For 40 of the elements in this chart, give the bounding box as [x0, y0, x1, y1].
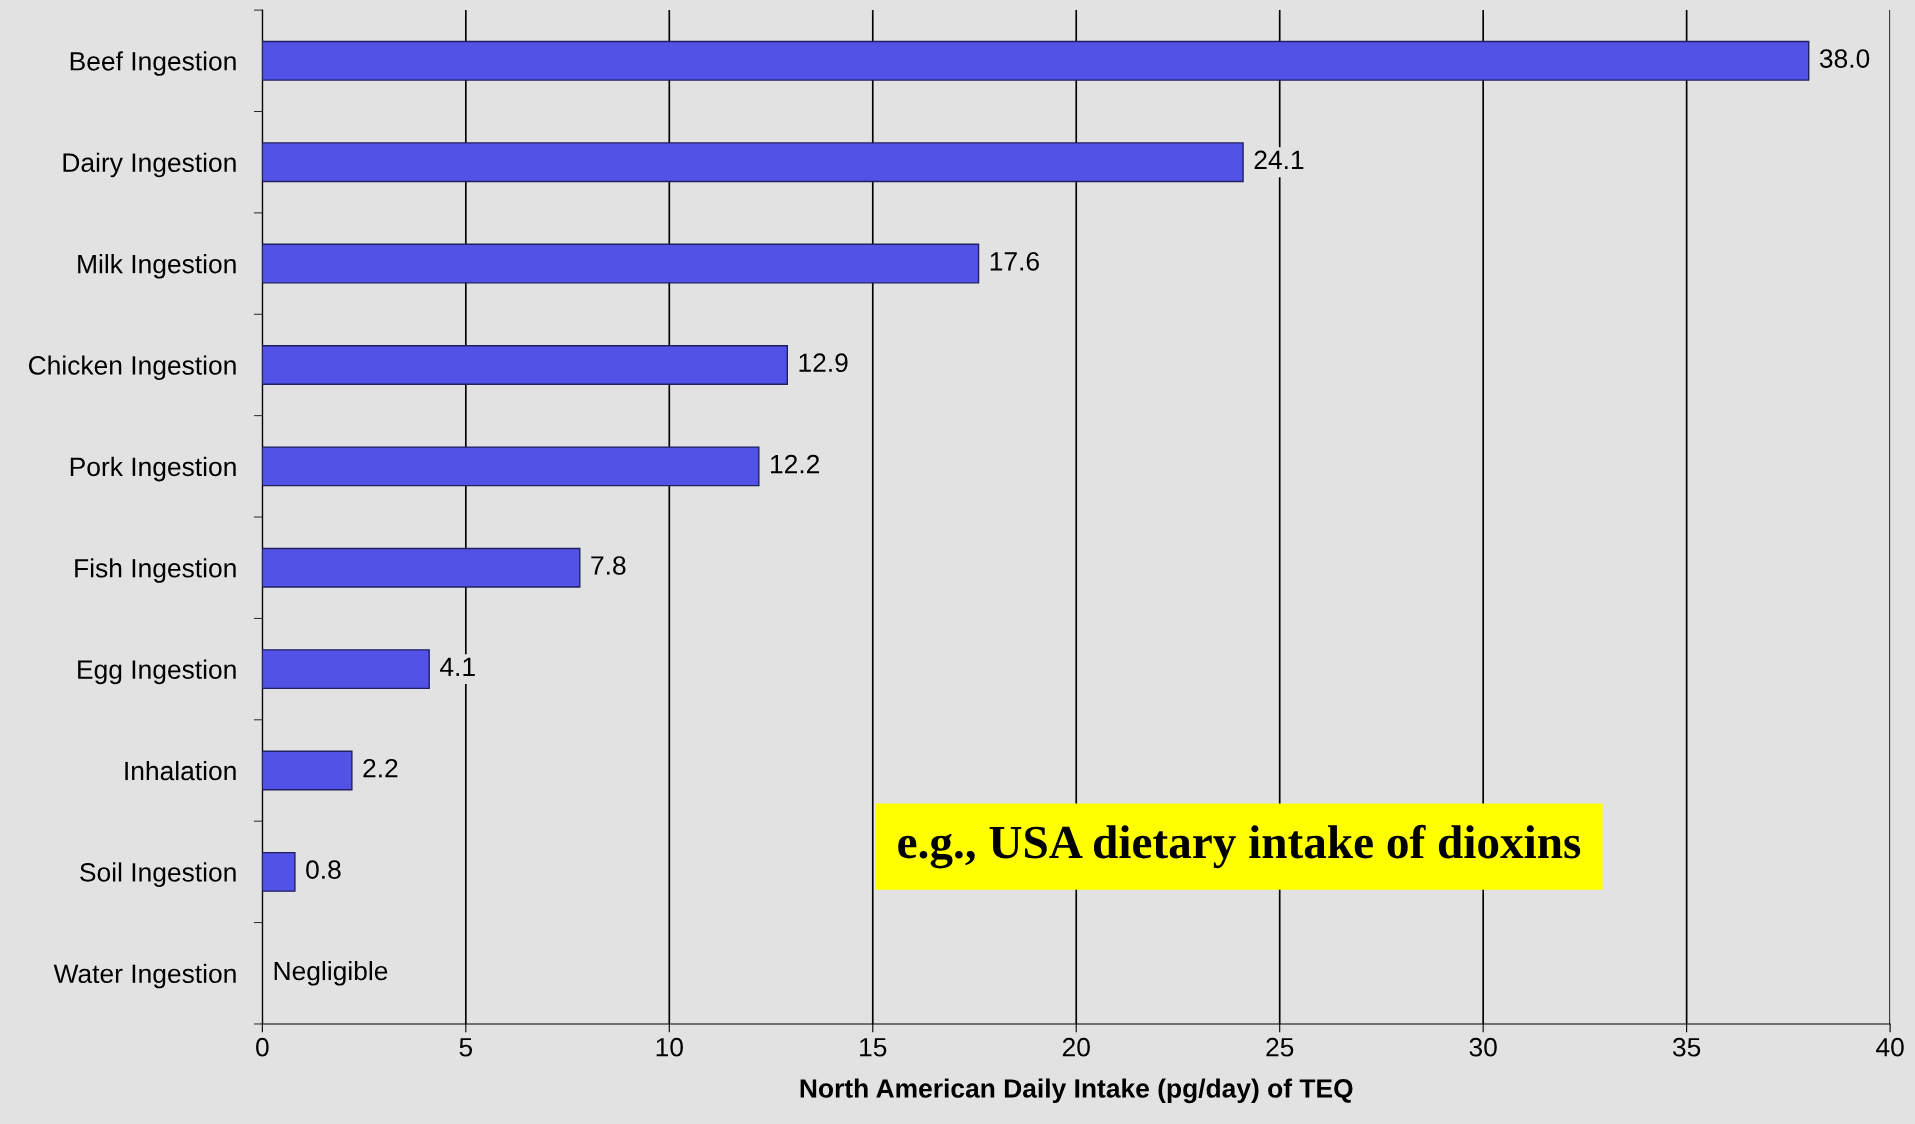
x-tick-label: 20: [1062, 1037, 1090, 1057]
y-tick-label: Water Ingestion: [53, 963, 236, 989]
x-tick-label: 40: [1876, 1037, 1904, 1057]
y-tick-label: Soil Ingestion: [80, 862, 236, 887]
x-tick-label: 10: [656, 1037, 683, 1057]
data-label: 17.6: [990, 251, 1039, 271]
data-label: 38.0: [1819, 49, 1870, 68]
bar: [262, 649, 430, 690]
x-tick-label: 15: [860, 1038, 887, 1057]
x-tick-label: 5: [459, 1038, 473, 1057]
bar: [262, 750, 353, 791]
y-tick-label: Dairy Ingestion: [63, 152, 236, 178]
y-tick-label: Chicken Ingestion: [28, 355, 236, 380]
data-label: 0.8: [306, 860, 341, 879]
x-tick-label: 0: [256, 1037, 269, 1057]
bar: [262, 243, 980, 284]
data-label: 4.1: [439, 657, 475, 676]
y-tick-label: Inhalation: [125, 760, 236, 781]
bar: [262, 40, 1810, 81]
data-label: 24.1: [1254, 150, 1304, 170]
y-tick-label: Milk Ingestion: [78, 254, 236, 279]
y-tick-label: Beef Ingestion: [70, 51, 236, 76]
x-axis-title: North American Daily Intake (pg/day) of TEQ: [800, 1078, 1353, 1104]
y-tick-label: Pork Ingestion: [70, 456, 236, 482]
y-tick-label: Fish Ingestion: [75, 558, 236, 583]
y-tick-label: Egg Ingestion: [78, 659, 236, 685]
x-tick-label: 25: [1266, 1037, 1294, 1057]
data-label: 7.8: [591, 556, 626, 575]
x-tick-label: 30: [1469, 1037, 1497, 1057]
annotation: e.g., USA dietary intake of dioxins: [898, 824, 1581, 869]
data-label: 12.9: [799, 353, 848, 373]
bar: [262, 345, 788, 385]
bar: [262, 446, 760, 487]
bar: [262, 851, 296, 892]
text: Negligible: [274, 960, 388, 986]
data-label: 12.2: [771, 454, 820, 474]
bar: [262, 142, 1244, 183]
x-tick-label: 35: [1672, 1037, 1701, 1057]
data-label: 2.2: [363, 758, 398, 778]
bar: [262, 547, 581, 588]
